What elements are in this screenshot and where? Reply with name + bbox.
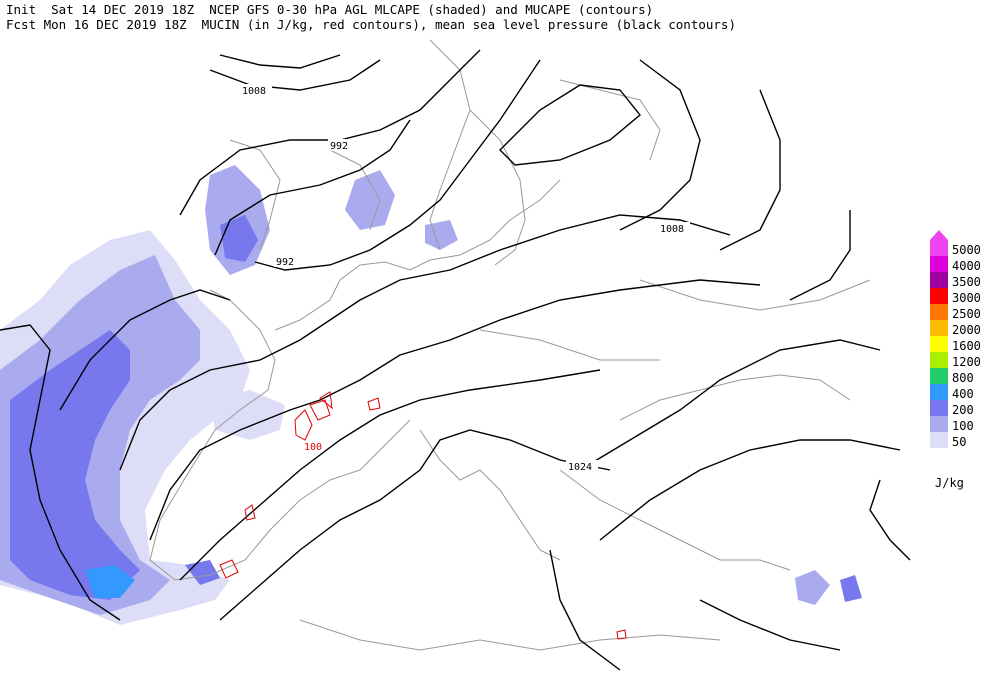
legend-row: 2000 bbox=[930, 320, 1000, 337]
isobar-label-992-south: 992 bbox=[276, 257, 294, 268]
legend-row: 1600 bbox=[930, 336, 1000, 353]
cape-levant2 bbox=[840, 575, 862, 602]
isobar-label-1008-north: 1008 bbox=[242, 86, 266, 97]
legend-swatch bbox=[930, 240, 948, 256]
legend-swatch bbox=[930, 368, 948, 384]
header-init-line: Init Sat 14 DEC 2019 18Z NCEP GFS 0-30 h… bbox=[6, 2, 654, 17]
legend-swatch bbox=[930, 288, 948, 304]
legend-label: 2500 bbox=[952, 307, 981, 321]
legend-swatch bbox=[930, 336, 948, 352]
legend-row: 400 bbox=[930, 384, 1000, 401]
cape-north-sea bbox=[345, 170, 395, 230]
legend-row: 3000 bbox=[930, 288, 1000, 305]
legend-label: 4000 bbox=[952, 259, 981, 273]
cape-400-region bbox=[85, 565, 135, 598]
legend-rows: 5000 4000 3500 3000 2500 2000 1600 1200 800 400 20… bbox=[930, 240, 1000, 449]
legend-swatch bbox=[930, 304, 948, 320]
cin-label-100: 100 bbox=[304, 442, 322, 453]
legend-units: J/kg bbox=[935, 476, 964, 490]
color-legend: 5000 4000 3500 3000 2500 2000 1600 1200 800 400 20… bbox=[930, 230, 1000, 449]
legend-row: 5000 bbox=[930, 240, 1000, 257]
legend-label: 2000 bbox=[952, 323, 981, 337]
legend-row: 4000 bbox=[930, 256, 1000, 273]
legend-label: 200 bbox=[952, 403, 974, 417]
legend-label: 100 bbox=[952, 419, 974, 433]
legend-row: 3500 bbox=[930, 272, 1000, 289]
legend-row: 2500 bbox=[930, 304, 1000, 321]
legend-swatch bbox=[930, 384, 948, 400]
cape-levant bbox=[795, 570, 830, 605]
legend-label: 400 bbox=[952, 387, 974, 401]
coastlines bbox=[149, 39, 871, 651]
legend-top-triangle-icon bbox=[930, 230, 948, 240]
legend-label: 800 bbox=[952, 371, 974, 385]
pressure-contours bbox=[0, 49, 911, 671]
legend-row: 200 bbox=[930, 400, 1000, 417]
contour-labels: 1008 992 992 1008 1024 100 bbox=[240, 84, 690, 473]
cape-baltic bbox=[425, 220, 458, 250]
cape-200-region bbox=[10, 330, 140, 600]
legend-label: 1200 bbox=[952, 355, 981, 369]
legend-swatch bbox=[930, 272, 948, 288]
legend-row: 800 bbox=[930, 368, 1000, 385]
cin-contours bbox=[219, 391, 627, 640]
legend-row: 1200 bbox=[930, 352, 1000, 369]
legend-swatch bbox=[930, 416, 948, 432]
legend-label: 3500 bbox=[952, 275, 981, 289]
header-forecast-line: Fcst Mon 16 DEC 2019 18Z MUCIN (in J/kg,… bbox=[6, 17, 736, 32]
legend-row: 50 bbox=[930, 432, 1000, 449]
legend-label: 50 bbox=[952, 435, 967, 449]
cape-biscay bbox=[210, 390, 285, 440]
cape-uk-core bbox=[220, 215, 258, 262]
legend-row: 100 bbox=[930, 416, 1000, 433]
legend-swatch bbox=[930, 256, 948, 272]
isobar-label-992-north: 992 bbox=[330, 141, 348, 152]
legend-swatch bbox=[930, 320, 948, 336]
legend-swatch bbox=[930, 432, 948, 448]
legend-swatch bbox=[930, 400, 948, 416]
legend-label: 3000 bbox=[952, 291, 981, 305]
isobar-label-1008-east: 1008 bbox=[660, 224, 684, 235]
legend-label: 1600 bbox=[952, 339, 981, 353]
isobar-label-1024: 1024 bbox=[568, 462, 592, 473]
legend-swatch bbox=[930, 352, 948, 368]
legend-label: 5000 bbox=[952, 243, 981, 257]
